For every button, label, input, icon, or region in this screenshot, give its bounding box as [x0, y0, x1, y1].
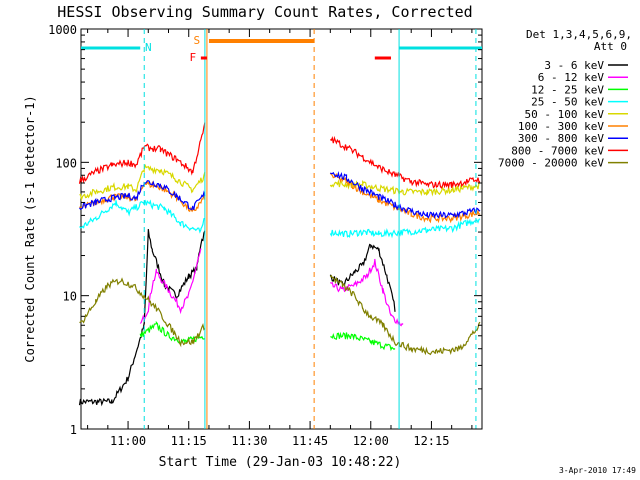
x-tick-label: 12:00: [353, 434, 389, 448]
series-line: [79, 163, 206, 202]
marker-layer: N SF: [81, 29, 482, 429]
y-tick-label: 10: [63, 290, 77, 304]
series-line: [329, 218, 481, 239]
chart-title: HESSI Observing Summary Count Rates, Cor…: [57, 3, 472, 21]
series-line: [329, 135, 481, 190]
saa-flag-label: S: [194, 34, 201, 47]
night-flag-label: N: [145, 41, 152, 54]
series-line: [79, 180, 206, 211]
series-line: [79, 277, 206, 348]
legend-label: 7000 - 20000 keV: [498, 157, 604, 170]
x-tick-label: 11:30: [231, 434, 267, 448]
x-tick-label: 11:15: [171, 434, 207, 448]
series-line: [139, 320, 206, 344]
x-tick-label: 11:00: [110, 434, 146, 448]
y-tick-label: 1: [70, 423, 77, 437]
y-tick-label: 1000: [48, 23, 77, 37]
legend-label: 50 - 100 keV: [525, 108, 605, 121]
footer-date: 3-Apr-2010 17:49: [559, 466, 636, 475]
legend-label: 800 - 7000 keV: [511, 144, 604, 157]
series-line: [78, 122, 206, 184]
series-line: [330, 171, 481, 220]
legend-label: 6 - 12 keV: [538, 71, 605, 84]
y-tick-label: 100: [55, 156, 77, 170]
plot-frame: [80, 28, 483, 430]
x-tick-label: 11:45: [292, 434, 328, 448]
legend-label: 3 - 6 keV: [544, 59, 604, 72]
legend-label: 25 - 50 keV: [531, 96, 604, 109]
legend-header-line-1: Det 1,3,4,5,6,9,: [526, 28, 632, 41]
x-tick-label: 12:15: [413, 434, 449, 448]
legend-label: 300 - 800 keV: [518, 132, 604, 145]
axis-layer: 1 10 100 1000 11:00 11:15 11:30 11:45 12:00 12:15: [48, 23, 482, 448]
flare-flag-label: F: [189, 51, 196, 64]
series-line: [329, 274, 481, 356]
series-layer: [78, 122, 481, 407]
series-line: [79, 199, 206, 234]
series-line: [330, 331, 396, 352]
series-line: [139, 248, 202, 324]
legend-header-line-2: Att 0: [594, 40, 627, 53]
legend-label: 100 - 300 keV: [518, 120, 604, 133]
x-axis-label: Start Time (29-Jan-03 10:48:22): [159, 455, 402, 470]
series-line: [78, 229, 206, 407]
y-axis-label: Corrected Count Rate (s-1 detector-1): [23, 95, 37, 362]
legend-label: 12 - 25 keV: [531, 83, 604, 96]
